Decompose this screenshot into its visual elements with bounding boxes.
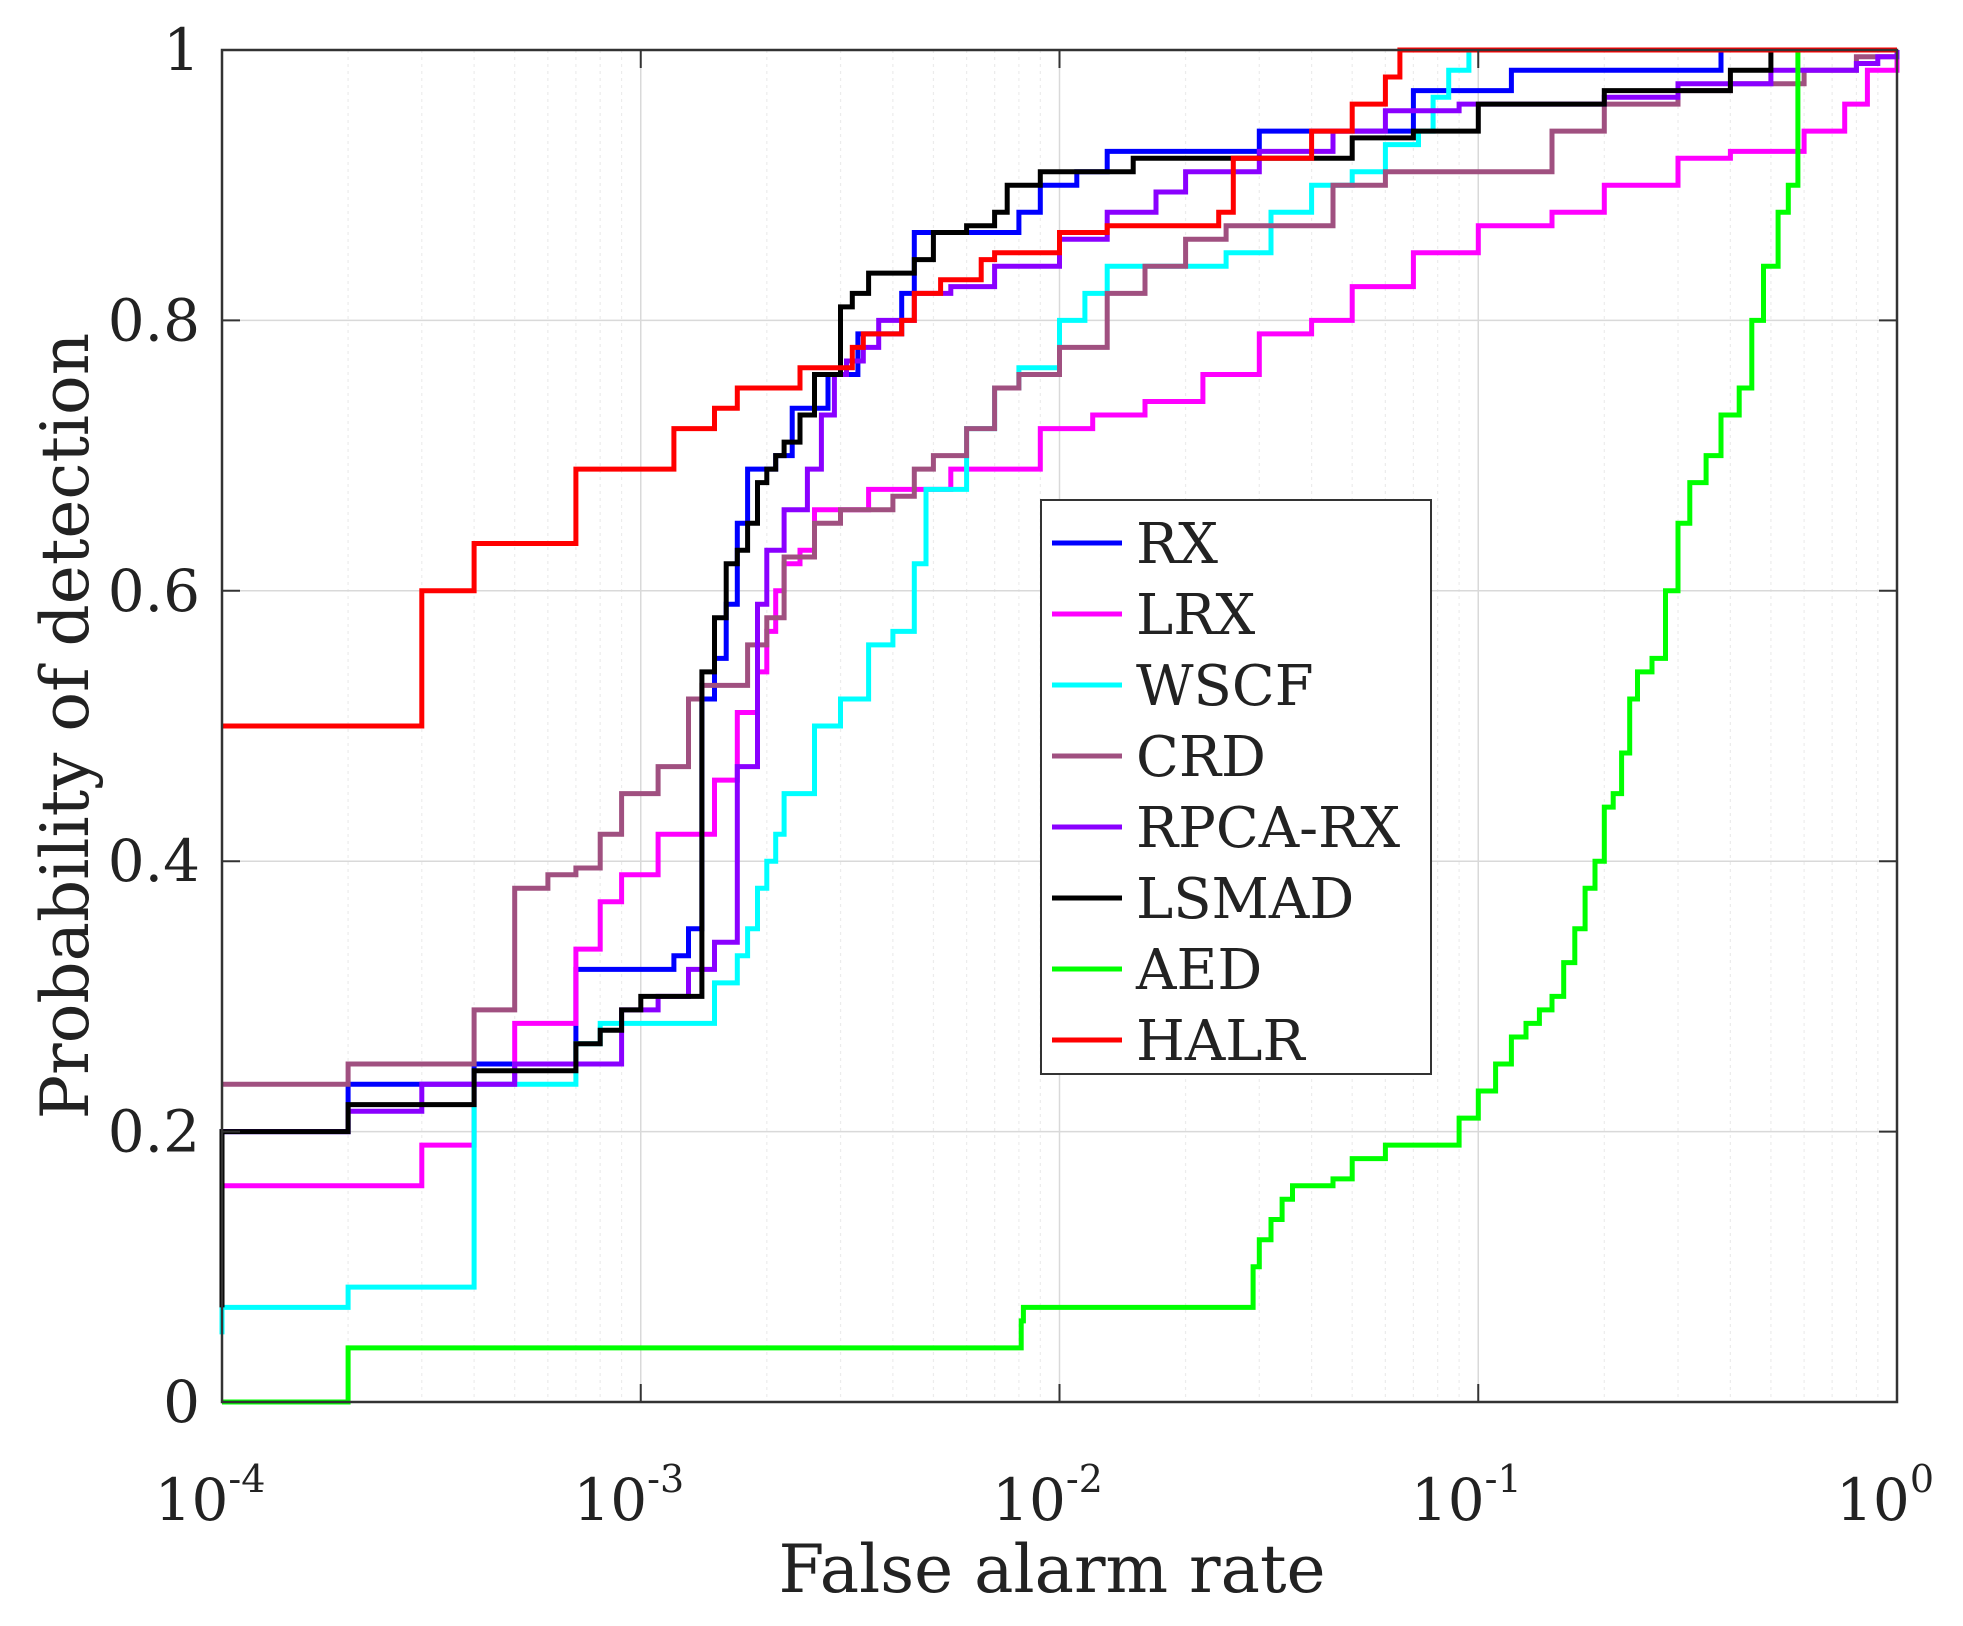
- series-line-halr: [222, 47, 1897, 729]
- legend-label-lrx: LRX: [1136, 583, 1255, 648]
- series-line-aed: [222, 47, 1897, 1405]
- series-layer: [219, 47, 1900, 1405]
- x-tick-label: 10-2: [992, 1457, 1103, 1534]
- x-tick-label: 10-3: [573, 1457, 684, 1534]
- legend-label-halr: HALR: [1136, 1009, 1306, 1074]
- legend-label-crd: CRD: [1136, 725, 1266, 790]
- y-tick-labels: 0 0.2 0.4 0.6 0.8 1: [108, 16, 200, 1436]
- x-axis-label: False alarm rate: [778, 1531, 1325, 1608]
- tick-marks: [221, 49, 1898, 1403]
- legend-label-rx: RX: [1136, 512, 1218, 577]
- y-tick-label: 0.8: [108, 286, 200, 354]
- y-tick-label: 0.4: [108, 827, 200, 895]
- x-tick-label: 10-1: [1411, 1457, 1522, 1534]
- series-line-wscf: [219, 47, 1897, 1335]
- legend-label-rpca-rx: RPCA-RX: [1136, 796, 1400, 861]
- x-tick-label: 100: [1836, 1457, 1934, 1534]
- series-line-crd: [222, 50, 1900, 1087]
- legend-box: [1040, 499, 1432, 1075]
- x-tick-labels: 10-4 10-3 10-2 10-1 100: [155, 1457, 1934, 1534]
- y-tick-label: 0.6: [108, 557, 200, 625]
- y-tick-label: 1: [163, 16, 200, 84]
- legend-label-wscf: WSCF: [1136, 654, 1314, 719]
- y-tick-label: 0.2: [108, 1098, 200, 1166]
- y-axis-label: Probability of detection: [27, 333, 104, 1120]
- series-line-lsmad: [219, 47, 1897, 1308]
- series-line-rx: [219, 47, 1897, 1308]
- legend-label-lsmad: LSMAD: [1136, 867, 1354, 932]
- x-tick-label: 10-4: [155, 1457, 266, 1534]
- legend-label-aed: AED: [1135, 938, 1262, 1003]
- y-tick-label: 0: [163, 1368, 200, 1436]
